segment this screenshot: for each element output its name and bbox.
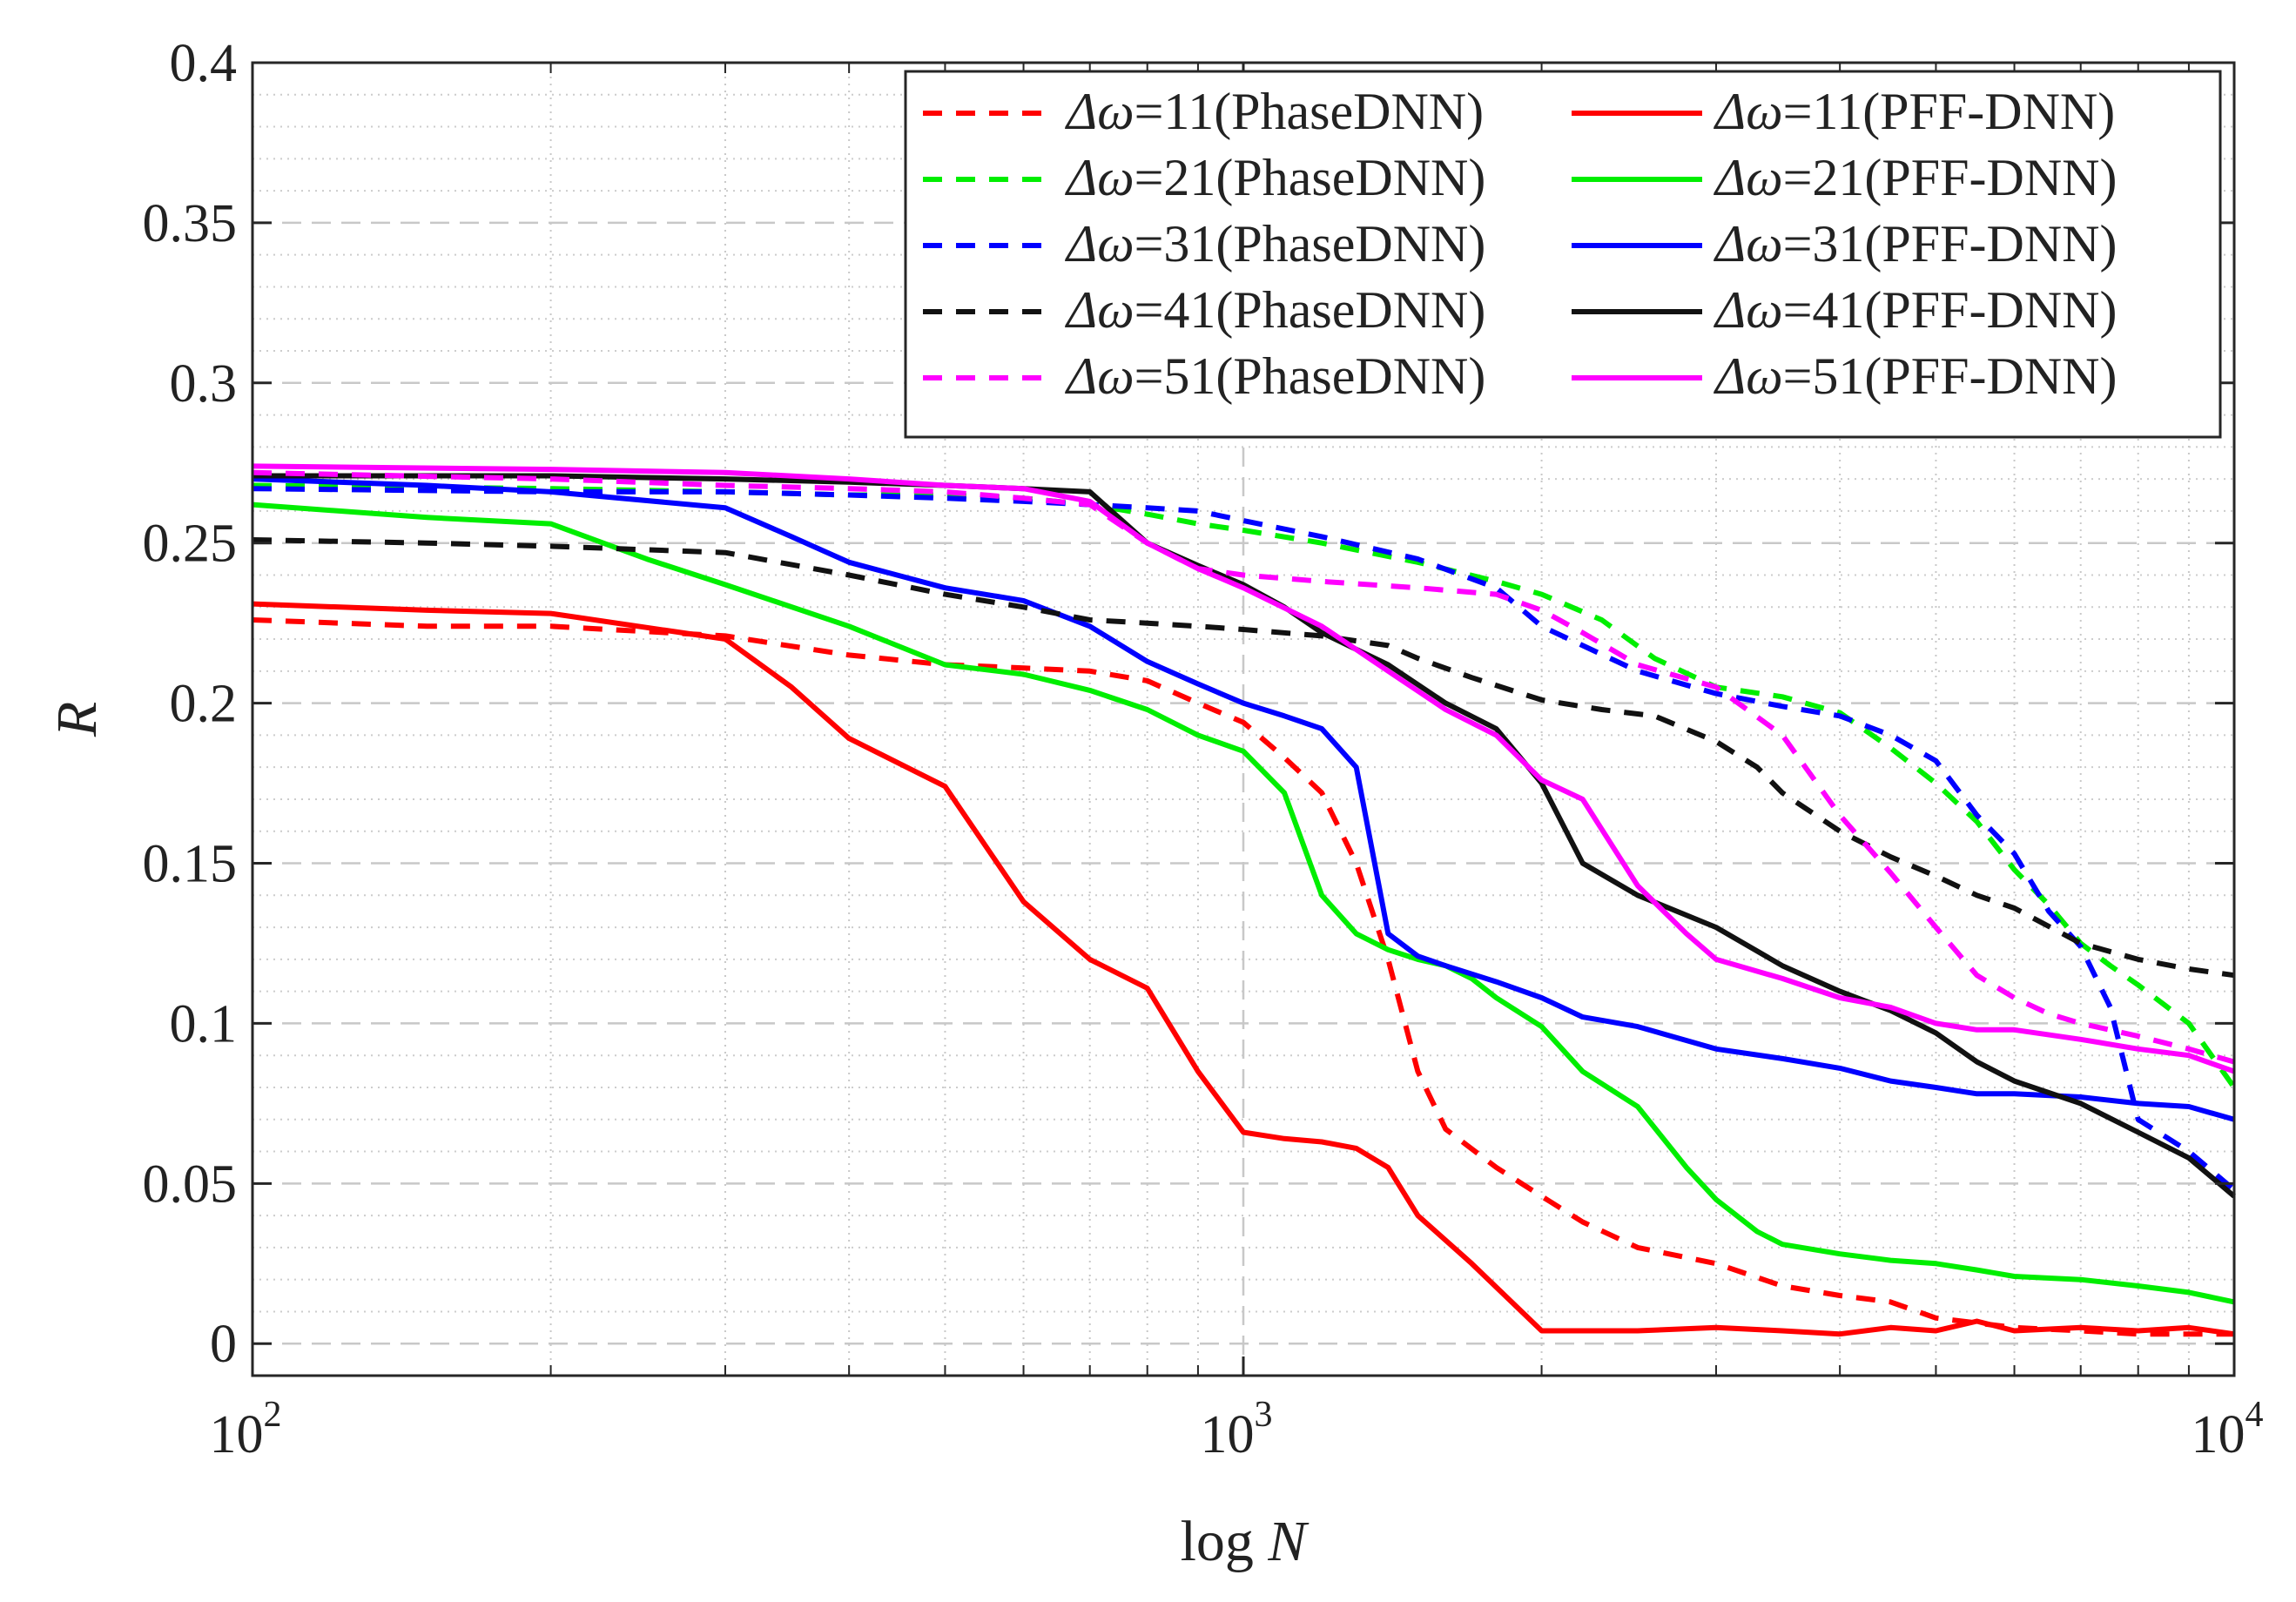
y-tick-label: 0.4 [170,34,238,93]
y-axis-title: R [45,702,109,737]
x-tick-base: 10 [2192,1405,2246,1464]
legend-label-6: Δω=41(PhaseDNN) [1065,281,1485,339]
y-tick-label: 0.25 [143,515,238,574]
legend-name: =21(PhaseDNN) [1135,149,1486,206]
legend-name: =11(PFF-DNN) [1783,83,2116,140]
series-line-8 [252,469,2235,1065]
legend-symbol: Δω [1714,215,1783,273]
x-tick-exponent: 4 [2246,1395,2264,1435]
legend-symbol: Δω [1065,149,1135,206]
series-line-6 [252,537,2235,979]
y-tick-label: 0.05 [143,1154,238,1214]
legend-symbol: Δω [1714,347,1783,405]
legend-name: =51(PFF-DNN) [1783,347,2118,405]
x-tick-base: 10 [1201,1405,1255,1464]
x-tick-label: 104 [2192,1395,2264,1464]
legend-name: =11(PhaseDNN) [1135,83,1485,140]
legend-symbol: Δω [1714,281,1783,339]
y-tick-label: 0.1 [170,994,238,1053]
legend-label-0: Δω=11(PhaseDNN) [1065,83,1484,140]
legend-name: =21(PFF-DNN) [1783,149,2118,206]
y-tick-label: 0.3 [170,354,238,414]
legend-name: =51(PhaseDNN) [1135,347,1486,405]
legend-label-4: Δω=31(PhaseDNN) [1065,215,1485,273]
legend-label-9: Δω=51(PFF-DNN) [1714,347,2117,405]
legend-symbol: Δω [1065,83,1135,140]
series-line-5 [252,476,2235,1122]
legend-box [904,70,2222,439]
x-axis-title: log N [1181,1510,1310,1573]
x-tick-base: 10 [210,1405,264,1464]
legend-label-1: Δω=11(PFF-DNN) [1714,83,2115,140]
legend-label-3: Δω=21(PFF-DNN) [1714,149,2117,206]
legend-symbol: Δω [1714,149,1783,206]
legend-name: =41(PhaseDNN) [1135,281,1486,339]
y-tick-label: 0.35 [143,194,238,253]
x-tick-exponent: 2 [264,1395,282,1435]
legend-label-5: Δω=31(PFF-DNN) [1714,215,2117,273]
legend-label-2: Δω=21(PhaseDNN) [1065,149,1485,206]
legend-name: =41(PFF-DNN) [1783,281,2118,339]
legend-name: =31(PFF-DNN) [1783,215,2118,273]
legend-symbol: Δω [1714,83,1783,140]
legend-label-7: Δω=41(PFF-DNN) [1714,281,2117,339]
series-line-1 [252,601,2235,1337]
series-line-9 [252,463,2235,1074]
legend-name: =31(PhaseDNN) [1135,215,1486,273]
legend-label-8: Δω=51(PhaseDNN) [1065,347,1485,405]
legend: Δω=11(PhaseDNN) Δω=11(PFF-DNN)Δω=21(Phase… [904,70,2222,439]
series-lines [252,463,2237,1337]
x-tick-label: 103 [1201,1395,1273,1464]
legend-symbol: Δω [1065,215,1135,273]
y-tick-label: 0.2 [170,675,238,734]
y-tick-label: 0 [210,1315,237,1374]
legend-symbol: Δω [1065,281,1135,339]
x-tick-exponent: 3 [1255,1395,1273,1435]
y-tick-label: 0.15 [143,835,238,894]
x-tick-label: 102 [210,1395,282,1464]
series-line-4 [252,486,2236,1192]
legend-symbol: Δω [1065,347,1135,405]
